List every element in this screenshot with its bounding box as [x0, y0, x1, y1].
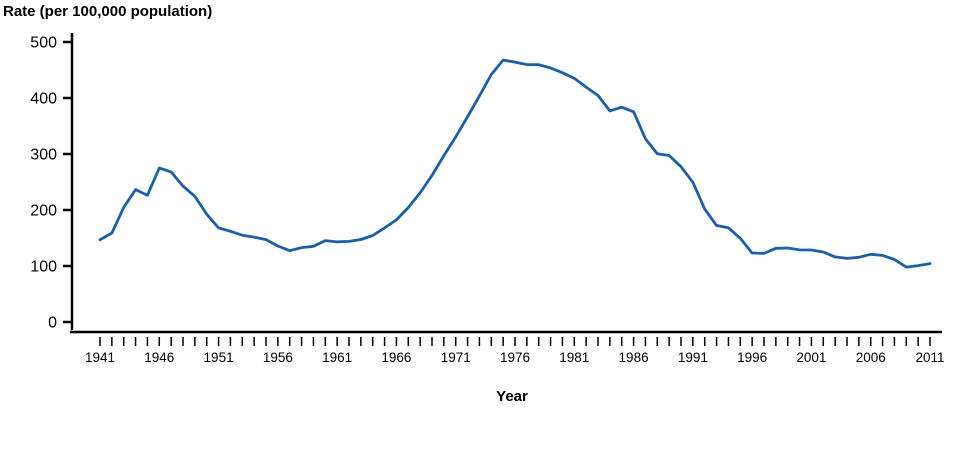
x-tick-label: 2006 — [856, 350, 886, 365]
x-tick-label: 2001 — [796, 350, 826, 365]
x-tick-label: 1971 — [441, 350, 471, 365]
y-tick-label: 400 — [30, 91, 57, 108]
y-axis-title: Rate (per 100,000 population) — [3, 3, 213, 20]
y-tick-label: 200 — [30, 203, 57, 220]
x-tick-label: 1976 — [500, 350, 530, 365]
x-tick-label: 1996 — [737, 350, 767, 365]
x-tick-label: 1946 — [144, 350, 174, 365]
x-tick-label: 1961 — [322, 350, 352, 365]
y-tick-label: 500 — [30, 35, 57, 52]
y-tick-label: 0 — [48, 315, 57, 332]
x-tick-label: 1981 — [559, 350, 589, 365]
x-tick-label: 1966 — [381, 350, 411, 365]
y-tick-label: 100 — [30, 259, 57, 276]
x-axis-title: Year — [496, 388, 528, 405]
x-tick-label: 1956 — [263, 350, 293, 365]
x-tick-label: 2011 — [915, 350, 944, 365]
x-tick-label: 1991 — [678, 350, 708, 365]
y-tick-label: 300 — [30, 147, 57, 164]
x-tick-label: 1941 — [85, 350, 115, 365]
x-tick-label: 1986 — [619, 350, 649, 365]
x-tick-label: 1951 — [204, 350, 234, 365]
rate-series-line — [98, 58, 932, 269]
